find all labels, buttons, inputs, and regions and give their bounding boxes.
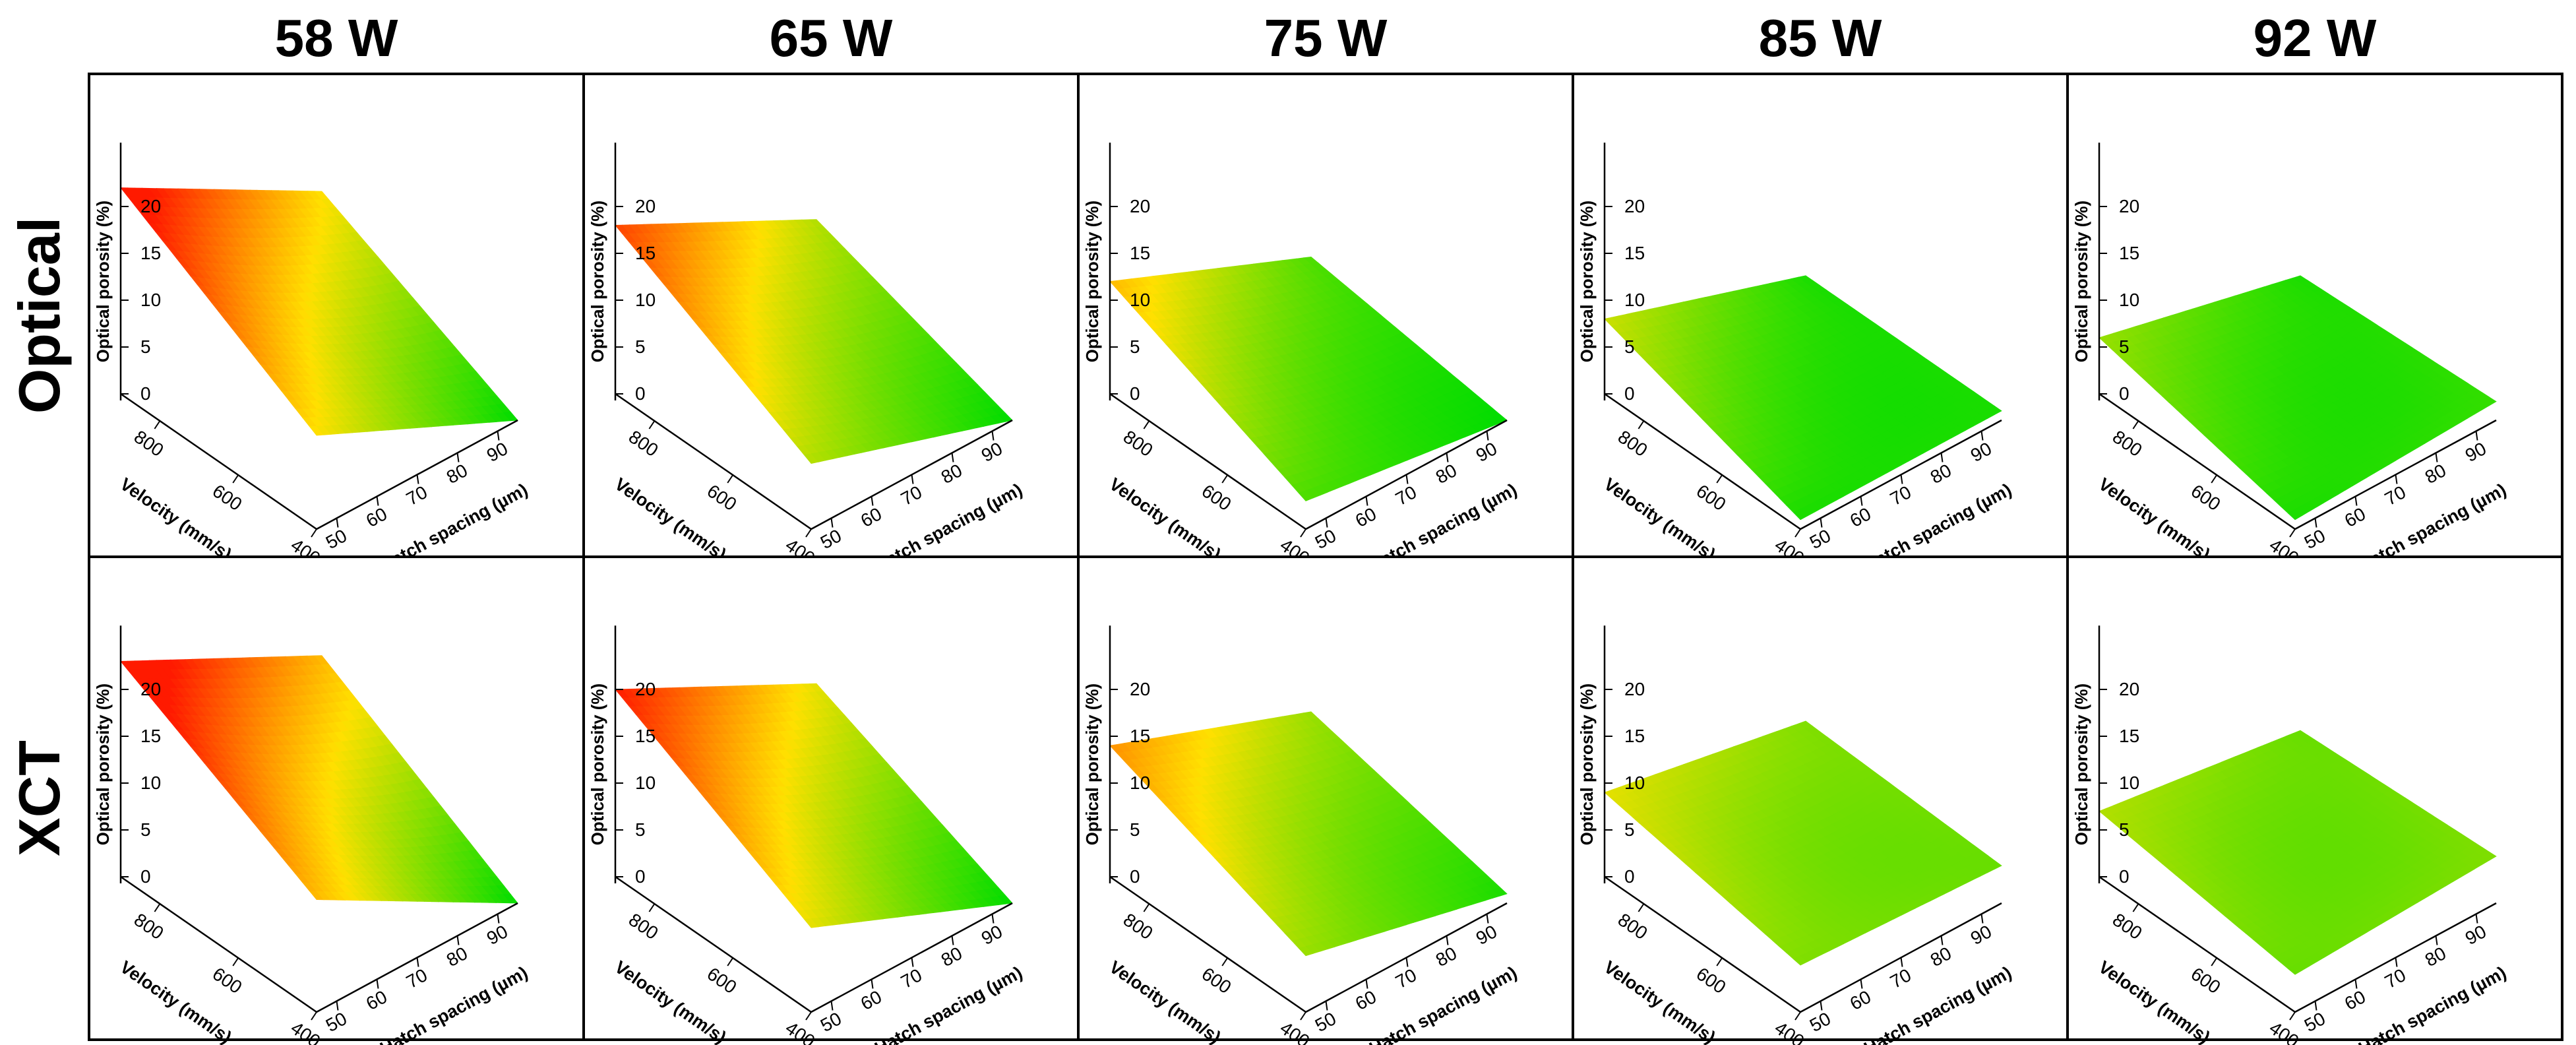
z-tick-label: 10 xyxy=(140,290,161,310)
z-tick-label: 10 xyxy=(1130,290,1150,310)
z-tick-label: 0 xyxy=(1624,383,1635,404)
porosity-surface xyxy=(120,187,518,436)
column-title: 85 W xyxy=(1758,9,1882,67)
z-axis-label: Optical porosity (%) xyxy=(93,201,113,363)
z-axis-label: Optical porosity (%) xyxy=(1577,201,1597,363)
z-tick-label: 0 xyxy=(140,383,151,404)
z-tick-label: 20 xyxy=(635,196,656,216)
z-tick-label: 5 xyxy=(140,819,151,840)
z-tick-label: 15 xyxy=(2119,243,2139,263)
z-tick-label: 0 xyxy=(635,383,646,404)
z-axis-label: Optical porosity (%) xyxy=(588,201,607,363)
z-tick-label: 10 xyxy=(2119,290,2139,310)
z-axis-label: Optical porosity (%) xyxy=(93,683,113,846)
z-tick-label: 20 xyxy=(140,196,161,216)
z-tick-label: 15 xyxy=(140,726,161,746)
z-tick-label: 10 xyxy=(1624,290,1645,310)
z-tick-label: 20 xyxy=(1130,196,1150,216)
z-tick-label: 5 xyxy=(1624,336,1635,357)
z-axis-label: Optical porosity (%) xyxy=(2071,201,2091,363)
z-tick-label: 5 xyxy=(1130,336,1140,357)
z-tick-label: 0 xyxy=(1130,383,1140,404)
z-axis-label: Optical porosity (%) xyxy=(1082,201,1102,363)
z-tick-label: 15 xyxy=(140,243,161,263)
z-tick-label: 15 xyxy=(1130,243,1150,263)
z-tick-label: 5 xyxy=(635,336,646,357)
z-tick-label: 0 xyxy=(140,866,151,887)
z-tick-label: 20 xyxy=(1624,196,1645,216)
column-title: 75 W xyxy=(1264,9,1388,67)
column-title: 58 W xyxy=(274,9,398,67)
z-tick-label: 10 xyxy=(635,290,656,310)
z-tick-label: 0 xyxy=(2119,383,2130,404)
column-title: 65 W xyxy=(769,9,893,67)
z-tick-label: 5 xyxy=(140,336,151,357)
column-title: 92 W xyxy=(2253,9,2377,67)
z-tick-label: 5 xyxy=(2119,336,2130,357)
z-tick-label: 15 xyxy=(635,243,656,263)
z-tick-label: 15 xyxy=(1624,243,1645,263)
z-tick-label: 20 xyxy=(2119,196,2139,216)
z-tick-label: 20 xyxy=(140,679,161,699)
z-tick-label: 10 xyxy=(140,773,161,793)
